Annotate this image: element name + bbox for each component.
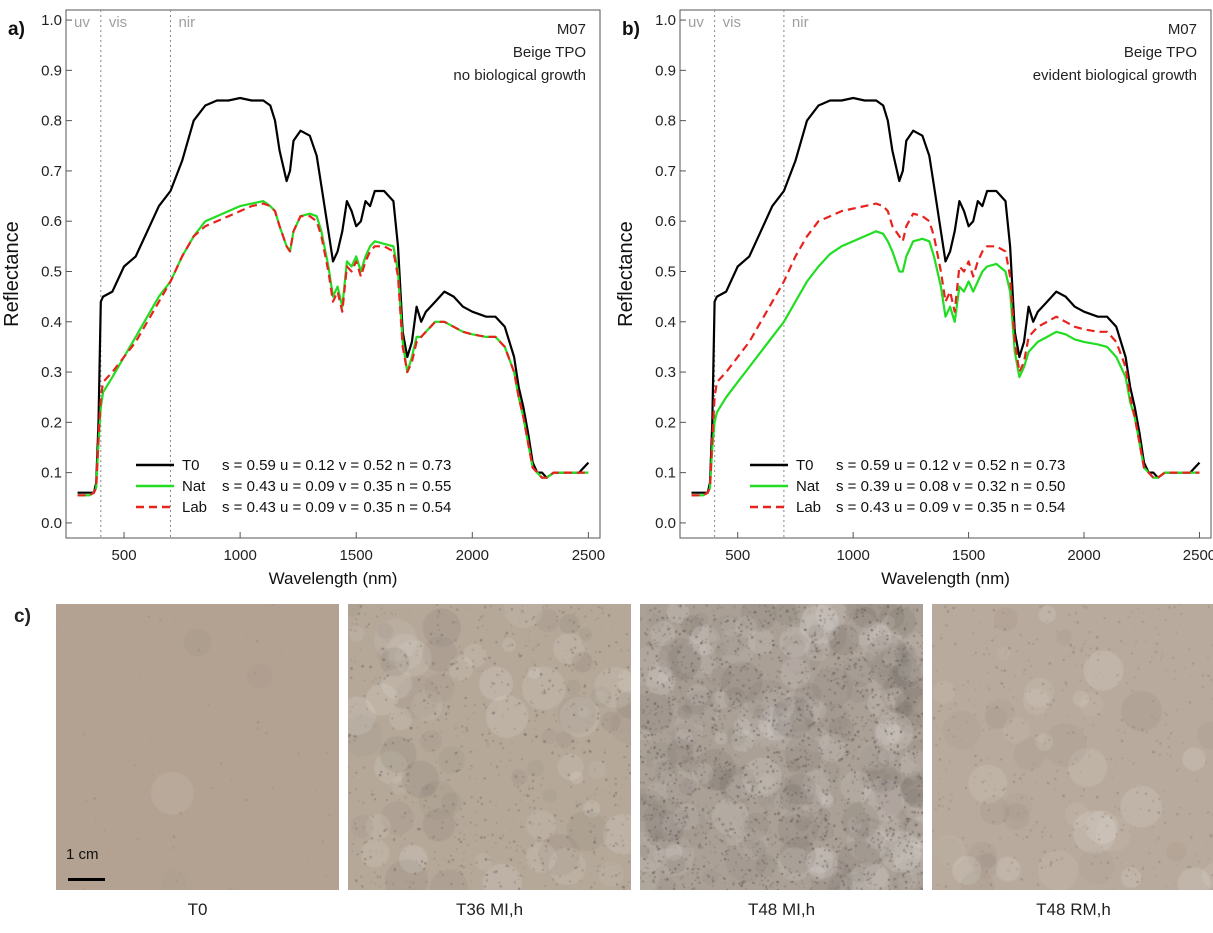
panel-b-legend-stats-t0: s = 0.59 u = 0.12 v = 0.52 n = 0.73 (836, 457, 1065, 474)
photo-label-t0: T0 (187, 900, 208, 919)
panel-b-region-label-vis: vis (723, 14, 741, 31)
panel-b-xtick-label: 500 (725, 547, 750, 564)
sample-photo-t48-rm (932, 604, 1213, 890)
panel-a-xtick-label: 2500 (572, 547, 605, 564)
panel-b-series-lab (691, 202, 1200, 497)
panel-b-ytick-label: 0.7 (655, 163, 676, 180)
panel-b-ytick-label: 0.3 (655, 364, 676, 381)
scale-bar-label: 1 cm (66, 846, 99, 863)
panel-a-ytick-label: 0.5 (41, 263, 62, 280)
panel-a-ytick-label: 1.0 (41, 12, 62, 29)
panel-a-legend-stats-nat: s = 0.43 u = 0.09 v = 0.35 n = 0.55 (222, 478, 451, 495)
chart-panel-b: b) uv vis nir 0.0 0.1 0.2 0.3 0.4 0.5 0.6 0.7 0.8 0.9… (615, 9, 1213, 588)
panel-a-ytick-label: 0.1 (41, 465, 62, 482)
panel-b-legend-name-nat: Nat (796, 478, 820, 495)
chart-panel-a: a) uv vis nir 0.0 0.1 0.2 0.3 0.4 0.5 0.6 0.7 0.8 0.9… (1, 9, 605, 588)
panel-b-annotation-line: Beige TPO (1124, 44, 1197, 61)
panel-a-ytick-label: 0.3 (41, 364, 62, 381)
panel-a-annotation-line: M07 (557, 21, 586, 38)
photo-label-t48-mi: T48 MI,h (747, 900, 816, 919)
panel-b-series-nat (691, 230, 1200, 497)
sample-photo-t48-mi (640, 604, 923, 890)
panel-a-xtick-label: 1000 (223, 547, 256, 564)
panel-a-ytick-label: 0.7 (41, 163, 62, 180)
panel-b-xtick-label: 1500 (952, 547, 985, 564)
panel-a-letter: a) (8, 19, 25, 40)
panel-a-region-label-nir: nir (178, 14, 195, 31)
panel-b-legend-name-t0: T0 (796, 457, 814, 474)
panel-a-ytick-label: 0.8 (41, 113, 62, 130)
panel-a-series-lab (77, 202, 589, 497)
panel-b-legend-name-lab: Lab (796, 499, 821, 516)
panel-a-xtick-label: 2000 (456, 547, 489, 564)
sample-photo-t36-mi (348, 604, 631, 890)
panel-a-y-axis-label: Reflectance (1, 221, 23, 327)
scale-bar (68, 878, 105, 881)
panel-a-annotation-line: no biological growth (453, 67, 586, 84)
panel-b-ytick-label: 0.4 (655, 314, 676, 331)
panel-a-ytick-label: 0.0 (41, 515, 62, 532)
panel-b-x-axis-label: Wavelength (nm) (881, 569, 1010, 588)
panel-a-ytick-label: 0.2 (41, 414, 62, 431)
panel-a-xtick-label: 500 (112, 547, 137, 564)
panel-a-ytick-label: 0.9 (41, 62, 62, 79)
panel-b-ytick-label: 1.0 (655, 12, 676, 29)
panel-a-ytick-label: 0.6 (41, 213, 62, 230)
panel-b-y-axis-label: Reflectance (615, 221, 637, 327)
panel-b-legend-stats-lab: s = 0.43 u = 0.09 v = 0.35 n = 0.54 (836, 499, 1065, 516)
panel-b-series-t0 (691, 96, 1201, 494)
panel-a-region-label-uv: uv (74, 14, 90, 31)
panel-b-ytick-label: 0.8 (655, 113, 676, 130)
panel-b-xtick-label: 2000 (1067, 547, 1100, 564)
panel-a-legend-name-lab: Lab (182, 499, 207, 516)
panel-b-region-label-nir: nir (792, 14, 809, 31)
panel-b-frame (679, 9, 1212, 539)
photo-label-t36-mi: T36 MI,h (455, 900, 524, 919)
panel-b-ytick-label: 0.2 (655, 414, 676, 431)
panel-b-ytick-label: 0.9 (655, 62, 676, 79)
panel-a-series-t0 (77, 96, 590, 494)
panel-a-region-label-vis: vis (109, 14, 127, 31)
panel-a-ytick-label: 0.4 (41, 314, 62, 331)
panel-b-legend-stats-nat: s = 0.39 u = 0.08 v = 0.32 n = 0.50 (836, 478, 1065, 495)
panel-b-annotation-line: evident biological growth (1033, 67, 1197, 84)
panel-label-c: c) (14, 606, 31, 627)
panel-b-ytick-label: 0.0 (655, 515, 676, 532)
panel-a-legend-stats-t0: s = 0.59 u = 0.12 v = 0.52 n = 0.73 (222, 457, 451, 474)
panel-b-xtick-label: 2500 (1183, 547, 1213, 564)
panel-a-annotation-line: Beige TPO (513, 44, 586, 61)
photo-label-t48-rm: T48 RM,h (1036, 900, 1111, 919)
figure-canvas: a) uv vis nir 0.0 0.1 0.2 0.3 0.4 0.5 0.6 0.7 0.8 0.9… (1, 9, 1213, 588)
sample-photo-t0 (56, 604, 339, 890)
panel-a-x-axis-label: Wavelength (nm) (269, 569, 398, 588)
panel-a-frame (65, 9, 601, 539)
panel-a-legend-name-t0: T0 (182, 457, 200, 474)
panel-b-ytick-label: 0.1 (655, 465, 676, 482)
panel-a-legend-stats-lab: s = 0.43 u = 0.09 v = 0.35 n = 0.54 (222, 499, 451, 516)
panel-b-annotation-line: M07 (1168, 21, 1197, 38)
panel-b-letter: b) (622, 19, 640, 40)
panel-a-xtick-label: 1500 (340, 547, 373, 564)
panel-b-ytick-label: 0.5 (655, 263, 676, 280)
panel-b-region-label-uv: uv (688, 14, 704, 31)
panel-b-ytick-label: 0.6 (655, 213, 676, 230)
panel-b-xtick-label: 1000 (836, 547, 869, 564)
panel-a-legend-name-nat: Nat (182, 478, 206, 495)
